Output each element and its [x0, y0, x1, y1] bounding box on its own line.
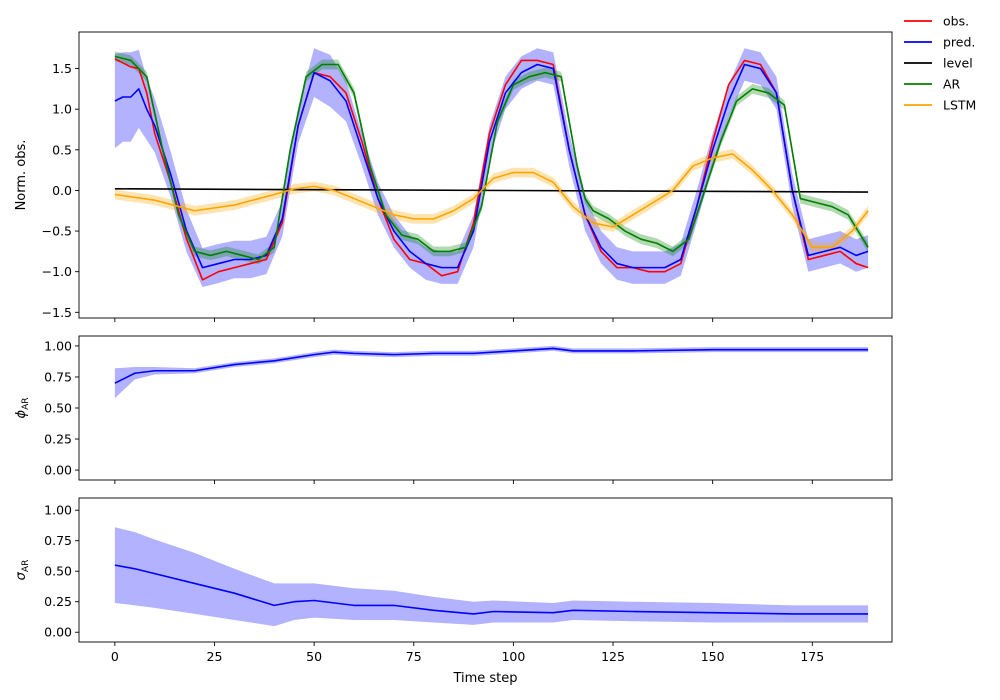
y-tick-label: 0.5 [52, 142, 72, 157]
legend-label: level [943, 56, 973, 71]
y-tick-label: 0.50 [44, 564, 72, 579]
middle-y-axis-label: ϕAR [14, 398, 31, 419]
y-tick-label: 1.5 [52, 61, 72, 76]
x-tick-label: 100 [501, 649, 525, 664]
top-axes-frame [78, 31, 893, 319]
y-tick-label: 0.25 [44, 594, 72, 609]
band-ar [114, 51, 869, 265]
x-tick-label: 125 [601, 649, 625, 664]
legend-label: pred. [943, 35, 975, 50]
band-lstm [114, 149, 869, 253]
band-phi-ar [114, 345, 869, 399]
y-axis-symbol: ϕ [14, 410, 29, 419]
x-tick-label: 150 [701, 649, 725, 664]
series-line-pred- [114, 63, 869, 269]
x-tick-label: 50 [306, 649, 322, 664]
y-axis-symbol: σ [14, 571, 29, 580]
y-tick-label: −1.0 [42, 264, 72, 279]
y-tick-label: 0.75 [44, 369, 72, 384]
series-line-level [114, 188, 869, 193]
middle-axes-frame [78, 335, 893, 481]
top-plot-area [114, 48, 869, 288]
y-tick-label: 0.0 [52, 183, 72, 198]
panel-bottom: 0.00 0.25 0.50 0.75 1.00 0 25 50 75 100 125 150 175 σ… [14, 497, 893, 686]
legend-label: LSTM [943, 98, 976, 113]
panel-top: −1.5 −1.0 −0.5 0.0 0.5 1.0 1.5 Norm. obs. [14, 31, 893, 322]
top-y-axis-label: Norm. obs. [14, 140, 29, 211]
x-tick-label: 0 [111, 649, 119, 664]
series-line-phi-ar [114, 347, 869, 384]
y-axis-subscript: AR [21, 398, 31, 410]
bottom-plot-area [114, 527, 869, 627]
y-tick-label: 1.00 [44, 503, 72, 518]
legend: obs. pred. level AR LSTM [904, 14, 976, 113]
x-tick-label: 175 [800, 649, 824, 664]
y-axis-subscript: AR [21, 560, 31, 572]
y-tick-label: 0.25 [44, 432, 72, 447]
bottom-y-axis-label: σAR [14, 560, 31, 581]
y-tick-label: −0.5 [42, 224, 72, 239]
bottom-axes-frame [78, 497, 893, 643]
x-axis-label: Time step [452, 671, 517, 686]
panel-middle: 0.00 0.25 0.50 0.75 1.00 ϕAR [14, 335, 893, 484]
y-tick-label: 0.50 [44, 401, 72, 416]
x-tick-label: 75 [406, 649, 422, 664]
x-tick-label: 25 [207, 649, 223, 664]
y-tick-label: 1.0 [52, 102, 72, 117]
middle-plot-area [114, 345, 869, 399]
y-tick-label: 0.00 [44, 625, 72, 640]
y-tick-label: 1.00 [44, 338, 72, 353]
series-line-sigma-ar [114, 564, 869, 615]
legend-label: obs. [943, 14, 969, 29]
series-line-obs- [114, 58, 869, 281]
y-tick-label: 0.00 [44, 463, 72, 478]
y-tick-label: −1.5 [42, 305, 72, 320]
legend-label: AR [943, 77, 961, 92]
series-line-lstm [114, 153, 869, 249]
series-line-ar [114, 55, 869, 261]
y-tick-label: 0.75 [44, 533, 72, 548]
